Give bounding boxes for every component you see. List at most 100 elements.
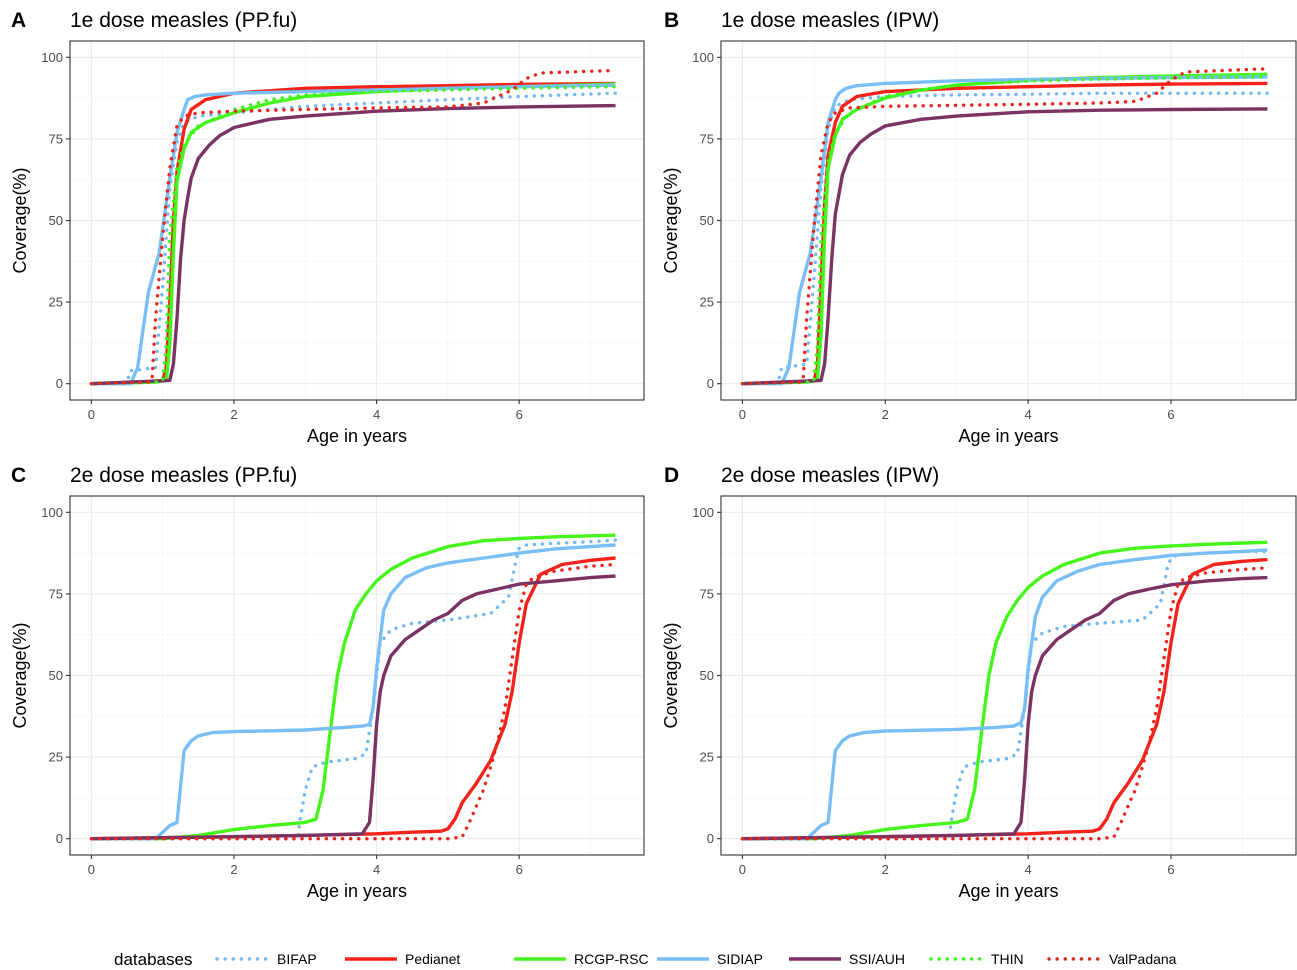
legend-entry-rcgp-rsc: RCGP-RSC xyxy=(514,951,649,967)
legend: databases BIFAP Pedianet RCGP-RSC SIDIAP SSI… xyxy=(114,950,1177,969)
y-tick-label: 25 xyxy=(700,750,714,765)
legend-entry-thin: THIN xyxy=(929,951,1024,967)
x-tick-label: 6 xyxy=(1167,407,1174,422)
series-line-bifap xyxy=(740,549,1270,841)
legend-title: databases xyxy=(114,950,192,969)
series-line-bifap xyxy=(740,91,1270,386)
x-tick-label: 0 xyxy=(739,862,746,877)
series-line-bifap xyxy=(89,91,618,386)
panel-letter: D xyxy=(664,464,679,487)
series-line-valpadana xyxy=(740,67,1270,386)
series-line-ssi-auh xyxy=(742,107,1268,386)
y-tick-label: 100 xyxy=(41,50,63,65)
x-tick-label: 4 xyxy=(373,407,380,422)
panel-letter: B xyxy=(664,9,679,32)
series-group xyxy=(740,540,1270,841)
panel-title: 2e dose measles (IPW) xyxy=(721,464,939,487)
panel-b: B 1e dose measles (IPW) 0 25 50 75 100 0 2 4 6 Age … xyxy=(661,9,1297,446)
series-line-pedianet xyxy=(742,81,1268,386)
x-tick-label: 2 xyxy=(882,407,889,422)
series-group xyxy=(89,533,618,841)
series-line-rcgp-rsc xyxy=(742,540,1268,841)
x-tick-label: 6 xyxy=(516,407,523,422)
series-line-valpadana xyxy=(89,68,618,386)
y-tick-label: 100 xyxy=(41,505,63,520)
series-line-valpadana xyxy=(740,566,1270,841)
panel-title: 1e dose measles (IPW) xyxy=(721,9,939,32)
x-axis-title: Age in years xyxy=(958,881,1058,901)
legend-entry-ssi-auh: SSI/AUH xyxy=(789,951,905,967)
y-axis-title: Coverage(%) xyxy=(10,622,30,728)
legend-entry-valpadana: ValPadana xyxy=(1047,951,1177,967)
x-tick-label: 2 xyxy=(230,407,237,422)
x-axis-title: Age in years xyxy=(307,426,407,446)
series-line-pedianet xyxy=(742,557,1268,841)
y-tick-label: 25 xyxy=(49,750,63,765)
series-line-ssi-auh xyxy=(742,575,1268,841)
x-axis-title: Age in years xyxy=(958,426,1058,446)
series-line-thin xyxy=(89,85,618,386)
x-tick-label: 0 xyxy=(739,407,746,422)
panel-title: 1e dose measles (PP.fu) xyxy=(70,9,297,32)
panel-letter: C xyxy=(11,464,26,487)
y-axis-title: Coverage(%) xyxy=(661,167,681,273)
y-tick-label: 100 xyxy=(692,505,714,520)
y-tick-label: 0 xyxy=(707,831,714,846)
legend-label: SIDIAP xyxy=(717,951,763,967)
series-group xyxy=(89,68,618,386)
x-tick-label: 2 xyxy=(882,862,889,877)
legend-label: ValPadana xyxy=(1109,951,1177,967)
x-tick-label: 2 xyxy=(230,862,237,877)
legend-entry-sidiap: SIDIAP xyxy=(657,951,763,967)
y-tick-label: 50 xyxy=(700,668,714,683)
x-tick-label: 0 xyxy=(88,407,95,422)
x-tick-label: 4 xyxy=(1025,407,1032,422)
series-line-sidiap xyxy=(742,548,1268,841)
panels: A 1e dose measles (PP.fu) 0 25 50 75 100 0 2 4 6 Ag… xyxy=(10,9,1297,901)
y-tick-label: 50 xyxy=(700,213,714,228)
series-line-rcgp-rsc xyxy=(742,72,1268,386)
panel-c: C 2e dose measles (PP.fu) 0 25 50 75 100 0 2 4 6 Ag… xyxy=(10,464,645,901)
y-tick-label: 75 xyxy=(700,131,714,146)
series-group xyxy=(740,67,1270,386)
legend-label: Pedianet xyxy=(405,951,460,967)
panel-title: 2e dose measles (PP.fu) xyxy=(70,464,297,487)
legend-label: RCGP-RSC xyxy=(574,951,649,967)
series-line-pedianet xyxy=(91,556,616,841)
y-tick-label: 100 xyxy=(692,50,714,65)
x-tick-label: 4 xyxy=(1025,862,1032,877)
series-line-rcgp-rsc xyxy=(91,533,616,841)
panel-d: D 2e dose measles (IPW) 0 25 50 75 100 0 2 4 6 Age … xyxy=(661,464,1297,901)
y-axis-title: Coverage(%) xyxy=(661,622,681,728)
series-line-ssi-auh xyxy=(91,574,616,841)
series-line-valpadana xyxy=(89,562,618,841)
series-line-sidiap xyxy=(91,543,616,841)
legend-label: THIN xyxy=(991,951,1024,967)
y-tick-label: 75 xyxy=(700,586,714,601)
y-tick-label: 0 xyxy=(56,831,63,846)
y-axis-title: Coverage(%) xyxy=(10,167,30,273)
grid xyxy=(70,496,644,855)
grid xyxy=(70,41,644,400)
series-line-sidiap xyxy=(742,75,1268,386)
y-tick-label: 25 xyxy=(49,295,63,310)
y-tick-label: 0 xyxy=(707,376,714,391)
panel-a: A 1e dose measles (PP.fu) 0 25 50 75 100 0 2 4 6 Ag… xyxy=(10,9,645,446)
series-line-thin xyxy=(740,75,1270,386)
x-tick-label: 6 xyxy=(516,862,523,877)
series-line-sidiap xyxy=(91,83,616,386)
y-tick-label: 25 xyxy=(700,295,714,310)
series-line-pedianet xyxy=(91,81,616,386)
panel-letter: A xyxy=(11,9,26,32)
legend-entry-pedianet: Pedianet xyxy=(345,951,460,967)
y-tick-label: 50 xyxy=(49,668,63,683)
legend-entry-bifap: BIFAP xyxy=(215,951,317,967)
y-tick-label: 75 xyxy=(49,131,63,146)
y-tick-label: 75 xyxy=(49,586,63,601)
grid xyxy=(721,496,1296,855)
y-tick-label: 0 xyxy=(56,376,63,391)
series-line-bifap xyxy=(89,538,618,841)
x-axis-title: Age in years xyxy=(307,881,407,901)
x-tick-label: 4 xyxy=(373,862,380,877)
